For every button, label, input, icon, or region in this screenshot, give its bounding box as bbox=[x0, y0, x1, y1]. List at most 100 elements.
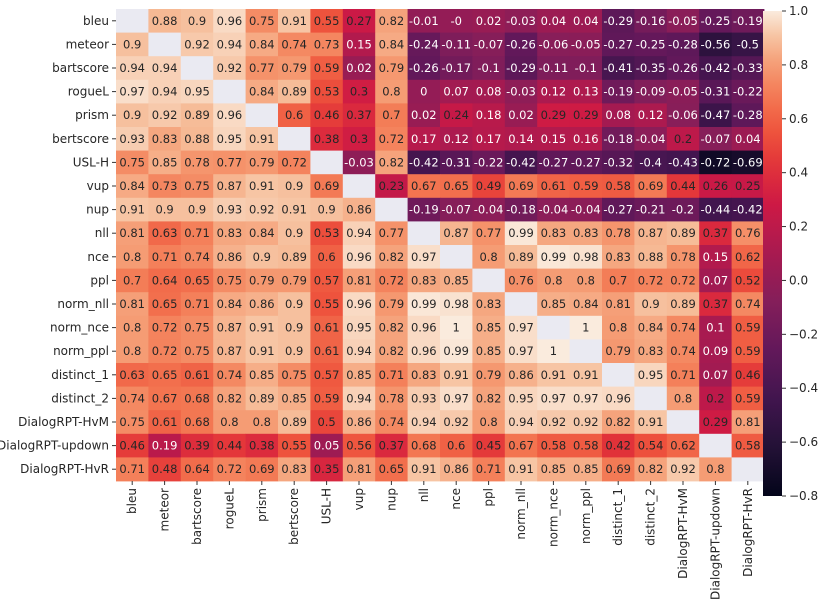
cell-value-label: 0.84 bbox=[249, 37, 275, 51]
cell-value-label: 0.86 bbox=[508, 368, 534, 382]
heatmap-cell bbox=[148, 32, 182, 57]
heatmap-cell bbox=[407, 56, 441, 81]
cell-value-label: 0.2 bbox=[674, 132, 692, 146]
heatmap-cell bbox=[375, 315, 408, 340]
cell-value-label: -0.19 bbox=[603, 85, 633, 99]
heatmap-cell bbox=[375, 79, 408, 104]
heatmap-cell bbox=[504, 386, 538, 411]
cell-value-label: 0.91 bbox=[411, 462, 437, 476]
heatmap-cell bbox=[699, 292, 732, 317]
cell-value-label: 0.85 bbox=[541, 297, 567, 311]
cell-value-label: 0.95 bbox=[638, 368, 664, 382]
heatmap-cell bbox=[504, 410, 538, 435]
cell-value-label: -0.27 bbox=[603, 203, 633, 217]
cell-value-label: 0.53 bbox=[314, 226, 340, 240]
heatmap-cell bbox=[407, 127, 441, 151]
heatmap-cell bbox=[699, 150, 732, 175]
cell-value-label: 0.79 bbox=[281, 273, 307, 287]
cell-value-label: 0.04 bbox=[735, 132, 761, 146]
heatmap-cell bbox=[407, 315, 441, 340]
heatmap-cell bbox=[278, 56, 311, 81]
heatmap-cell bbox=[440, 457, 473, 482]
heatmap-cell bbox=[602, 103, 635, 128]
heatmap-cell bbox=[342, 433, 376, 458]
heatmap-cell bbox=[375, 363, 408, 387]
cell-value-label: 0.85 bbox=[281, 391, 307, 405]
heatmap-cell bbox=[634, 79, 668, 104]
cell-value-label: -0.04 bbox=[571, 203, 601, 217]
cell-value-label: 0.75 bbox=[119, 415, 145, 429]
heatmap-cell bbox=[180, 339, 214, 364]
heatmap-cell bbox=[504, 268, 538, 293]
cell-value-label: 0.88 bbox=[638, 250, 664, 264]
cell-value-label: 0.55 bbox=[281, 439, 307, 453]
cell-value-label: 0.07 bbox=[703, 368, 729, 382]
heatmap-cell bbox=[731, 221, 765, 246]
cell-value-label: 0.91 bbox=[573, 368, 599, 382]
heatmap-cell bbox=[634, 457, 668, 482]
heatmap-cell bbox=[342, 9, 376, 33]
heatmap-cell bbox=[472, 386, 506, 411]
heatmap-cell bbox=[440, 410, 473, 435]
cell-value-label: 0.71 bbox=[119, 462, 145, 476]
colorbar-tick-label: −0.2 bbox=[789, 327, 818, 341]
heatmap-cell bbox=[602, 410, 635, 435]
cell-value-label: 0.72 bbox=[281, 155, 307, 169]
heatmap-cell bbox=[310, 79, 344, 104]
colorbar: −0.8 −0.6 −0.4 −0.2 0.0 0.2 0.4 0.6 0.8 1.0 bbox=[763, 4, 818, 503]
cell-value-label: 0.92 bbox=[184, 37, 210, 51]
cell-value-label: 0.54 bbox=[638, 439, 664, 453]
heatmap-cell bbox=[440, 386, 473, 411]
cell-value-label: -0.41 bbox=[603, 61, 633, 75]
heatmap-cell bbox=[342, 174, 376, 199]
cell-value-label: 0.74 bbox=[184, 250, 210, 264]
cell-value-label: 0.8 bbox=[479, 250, 497, 264]
heatmap-cell bbox=[666, 197, 700, 222]
cell-value-label: 0.92 bbox=[573, 415, 599, 429]
cell-value-label: 0.15 bbox=[541, 132, 567, 146]
cell-value-label: 0.96 bbox=[217, 108, 243, 122]
cell-value-label: 0.37 bbox=[346, 108, 372, 122]
heatmap-cell bbox=[699, 245, 732, 269]
cell-value-label: 0.04 bbox=[573, 14, 599, 28]
heatmap-cell bbox=[440, 292, 473, 317]
heatmap-cell bbox=[537, 127, 570, 151]
cell-value-label: -0.47 bbox=[701, 108, 731, 122]
heatmap-cell bbox=[731, 433, 765, 458]
heatmap-cell bbox=[180, 433, 214, 458]
heatmap-cell bbox=[537, 221, 570, 246]
heatmap-cell bbox=[278, 433, 311, 458]
heatmap-cell bbox=[666, 56, 700, 81]
heatmap-cell bbox=[116, 150, 149, 175]
heatmap-cell bbox=[148, 339, 182, 364]
y-tick-label: distinct_1 bbox=[51, 368, 109, 382]
heatmap-cell bbox=[602, 245, 635, 269]
y-axis-tick-labels: bleu meteor bartscore rogueL prism bertscore U… bbox=[0, 14, 116, 476]
cell-value-label: 0.89 bbox=[249, 391, 275, 405]
heatmap-cell bbox=[213, 363, 246, 387]
heatmap-cell bbox=[375, 174, 408, 199]
cell-value-label: 0.75 bbox=[184, 179, 210, 193]
cell-value-label: 0.58 bbox=[605, 179, 631, 193]
heatmap-cell bbox=[116, 457, 149, 482]
heatmap-cell bbox=[504, 103, 538, 128]
heatmap-cell bbox=[699, 268, 732, 293]
cell-value-label: 0.86 bbox=[346, 203, 372, 217]
colorbar-tick-label: 0.6 bbox=[789, 112, 808, 126]
cell-value-label: 0.95 bbox=[217, 132, 243, 146]
heatmap-cell bbox=[699, 363, 732, 387]
heatmap-cell bbox=[213, 174, 246, 199]
heatmap-cell bbox=[731, 386, 765, 411]
heatmap-cell bbox=[602, 457, 635, 482]
cell-value-label: 0.78 bbox=[184, 155, 210, 169]
cell-value-label: 0.07 bbox=[703, 273, 729, 287]
heatmap-cell bbox=[569, 174, 603, 199]
x-tick-label: nup bbox=[384, 488, 398, 511]
cell-value-label: 0.08 bbox=[605, 108, 631, 122]
cell-value-label: -0.1 bbox=[477, 61, 499, 75]
colorbar-tick-label: −0.8 bbox=[789, 489, 818, 503]
heatmap-cell bbox=[375, 292, 408, 317]
x-tick-label: bartscore bbox=[190, 488, 204, 545]
cell-value-label: 0.82 bbox=[379, 250, 405, 264]
heatmap-cell bbox=[375, 56, 408, 81]
